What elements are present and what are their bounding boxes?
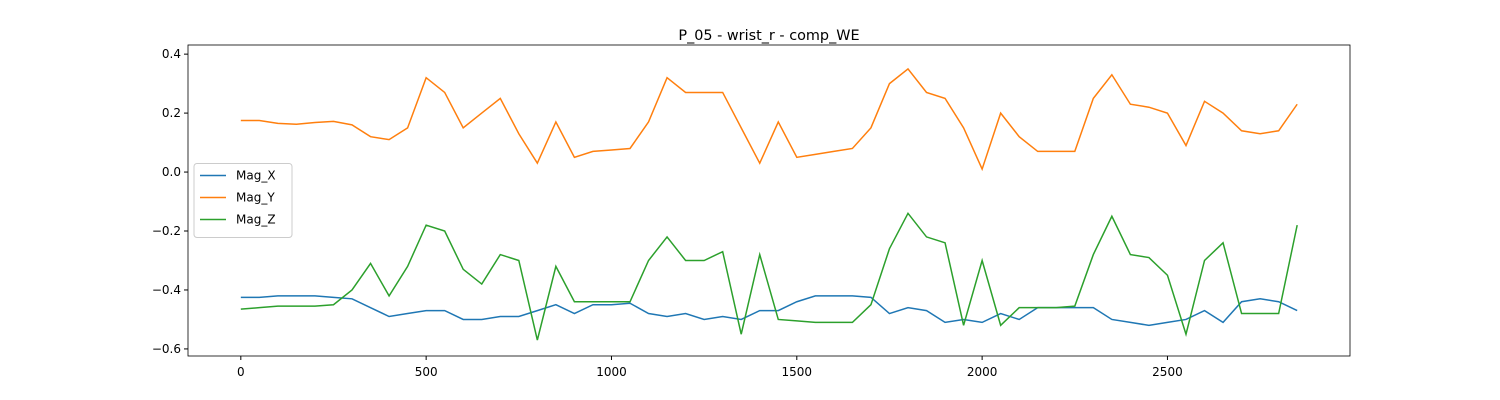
- y-tick-label: 0.4: [162, 47, 181, 61]
- data-line: [240, 67, 1298, 172]
- legend: Mag_X Mag_Y Mag_Z: [193, 163, 293, 238]
- x-tick-label: 1000: [596, 365, 627, 379]
- data-line: [240, 295, 1298, 327]
- x-tick-label: 1500: [782, 365, 813, 379]
- y-tick-label: −0.4: [152, 283, 181, 297]
- x-tick-label: 2000: [967, 365, 998, 379]
- y-tick-label: −0.6: [152, 342, 181, 356]
- legend-label: Mag_Y: [236, 191, 275, 205]
- x-tick-label: 0: [237, 365, 245, 379]
- chart-title: P_05 - wrist_r - comp_WE: [678, 28, 859, 44]
- x-tick-label: 500: [415, 365, 438, 379]
- plot-frame: [187, 44, 1351, 357]
- data-line: [240, 211, 1298, 341]
- x-tick-label: 2500: [1152, 365, 1183, 379]
- y-tick-label: 0.0: [162, 165, 181, 179]
- y-tick-label: −0.2: [152, 224, 181, 238]
- y-tick-label: 0.2: [162, 106, 181, 120]
- legend-label: Mag_X: [236, 169, 276, 183]
- legend-label: Mag_Z: [236, 213, 276, 227]
